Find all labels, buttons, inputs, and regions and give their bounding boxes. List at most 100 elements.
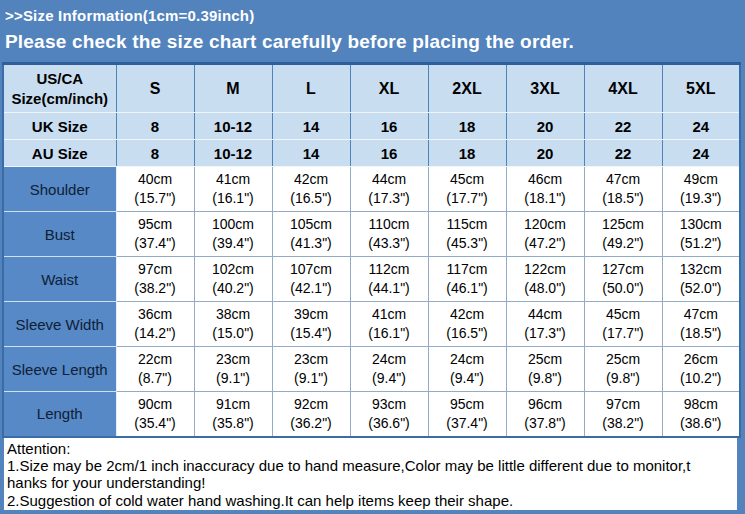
measurement-cell: 93cm(36.6") bbox=[350, 392, 428, 437]
size-col-header-l: L bbox=[272, 64, 350, 113]
measurement-row-shoulder: Shoulder 40cm(15.7") 41cm(16.1") 42cm(16… bbox=[3, 167, 740, 212]
measurement-cell: 46cm(18.1") bbox=[506, 167, 584, 212]
measurement-cell: 36cm(14.2") bbox=[116, 302, 194, 347]
measurement-cell: 95cm(37.4") bbox=[116, 212, 194, 257]
attention-line-1: 1.Size may be 2cm/1 inch inaccuracy due … bbox=[7, 457, 734, 474]
size-col-header-5xl: 5XL bbox=[662, 64, 740, 113]
measurement-cell: 91cm(35.8") bbox=[194, 392, 272, 437]
measurement-cell: 95cm(37.4") bbox=[428, 392, 506, 437]
measurement-cell: 97cm(38.2") bbox=[116, 257, 194, 302]
measurement-cell: 26cm(10.2") bbox=[662, 347, 740, 392]
measurement-cell: 23cm(9.1") bbox=[272, 347, 350, 392]
measurement-row-bust: Bust 95cm(37.4") 100cm(39.4") 105cm(41.3… bbox=[3, 212, 740, 257]
size-col-header-3xl: 3XL bbox=[506, 64, 584, 113]
measurement-cell: 97cm(38.2") bbox=[584, 392, 662, 437]
row-label-sleeve-length: Sleeve Length bbox=[3, 347, 116, 392]
measurement-cell: 45cm(17.7") bbox=[584, 302, 662, 347]
measurement-cell: 38cm(15.0") bbox=[194, 302, 272, 347]
measurement-cell: 49cm(19.3") bbox=[662, 167, 740, 212]
measurement-cell: 132cm(52.0") bbox=[662, 257, 740, 302]
row-label-bust: Bust bbox=[3, 212, 116, 257]
measurement-cell: 110cm(43.3") bbox=[350, 212, 428, 257]
measurement-cell: 40cm(15.7") bbox=[116, 167, 194, 212]
measurement-cell: 45cm(17.7") bbox=[428, 167, 506, 212]
row-label-sleeve-width: Sleeve Width bbox=[3, 302, 116, 347]
corner-header: US/CA Size(cm/inch) bbox=[3, 64, 116, 113]
au-size-value: 24 bbox=[662, 140, 740, 167]
measurement-cell: 96cm(37.8") bbox=[506, 392, 584, 437]
measurement-cell: 92cm(36.2") bbox=[272, 392, 350, 437]
attention-line-1-cont: hanks for your understanding! bbox=[7, 474, 734, 491]
measurement-cell: 22cm(8.7") bbox=[116, 347, 194, 392]
measurement-cell: 42cm(16.5") bbox=[428, 302, 506, 347]
measurement-cell: 102cm(40.2") bbox=[194, 257, 272, 302]
row-label-length: Length bbox=[3, 392, 116, 437]
uk-size-value: 14 bbox=[272, 113, 350, 140]
measurement-cell: 117cm(46.1") bbox=[428, 257, 506, 302]
attention-title: Attention: bbox=[7, 440, 734, 457]
size-col-header-4xl: 4XL bbox=[584, 64, 662, 113]
au-size-value: 8 bbox=[116, 140, 194, 167]
size-col-header-2xl: 2XL bbox=[428, 64, 506, 113]
size-col-header-m: M bbox=[194, 64, 272, 113]
measurement-cell: 90cm(35.4") bbox=[116, 392, 194, 437]
measurement-cell: 23cm(9.1") bbox=[194, 347, 272, 392]
uk-size-value: 8 bbox=[116, 113, 194, 140]
uk-size-value: 22 bbox=[584, 113, 662, 140]
measurement-cell: 112cm(44.1") bbox=[350, 257, 428, 302]
uk-size-value: 10-12 bbox=[194, 113, 272, 140]
au-size-value: 10-12 bbox=[194, 140, 272, 167]
row-label-waist: Waist bbox=[3, 257, 116, 302]
au-size-value: 14 bbox=[272, 140, 350, 167]
measurement-cell: 120cm(47.2") bbox=[506, 212, 584, 257]
measurement-cell: 44cm(17.3") bbox=[350, 167, 428, 212]
au-size-value: 16 bbox=[350, 140, 428, 167]
attention-line-2: 2.Suggestion of cold water hand washing.… bbox=[7, 492, 734, 509]
banner-subtitle: Please check the size chart carefully be… bbox=[5, 31, 745, 53]
measurement-cell: 100cm(39.4") bbox=[194, 212, 272, 257]
attention-note: Attention: 1.Size may be 2cm/1 inch inac… bbox=[2, 438, 739, 513]
measurement-cell: 107cm(42.1") bbox=[272, 257, 350, 302]
measurement-cell: 41cm(16.1") bbox=[194, 167, 272, 212]
uk-size-value: 24 bbox=[662, 113, 740, 140]
au-size-value: 18 bbox=[428, 140, 506, 167]
measurement-cell: 41cm(16.1") bbox=[350, 302, 428, 347]
measurement-row-length: Length 90cm(35.4") 91cm(35.8") 92cm(36.2… bbox=[3, 392, 740, 437]
size-col-header-xl: XL bbox=[350, 64, 428, 113]
measurement-cell: 44cm(17.3") bbox=[506, 302, 584, 347]
banner: >>Size Information(1cm=0.39inch) Please … bbox=[0, 0, 745, 62]
size-col-header-s: S bbox=[116, 64, 194, 113]
size-chart-page: >>Size Information(1cm=0.39inch) Please … bbox=[0, 0, 745, 514]
measurement-row-sleeve-length: Sleeve Length 22cm(8.7") 23cm(9.1") 23cm… bbox=[3, 347, 740, 392]
size-table: US/CA Size(cm/inch) S M L XL 2XL 3XL 4XL… bbox=[2, 62, 741, 438]
banner-title: >>Size Information(1cm=0.39inch) bbox=[5, 7, 745, 24]
measurement-cell: 24cm(9.4") bbox=[350, 347, 428, 392]
measurement-cell: 24cm(9.4") bbox=[428, 347, 506, 392]
row-label-shoulder: Shoulder bbox=[3, 167, 116, 212]
uk-size-label: UK Size bbox=[3, 113, 116, 140]
measurement-cell: 47cm(18.5") bbox=[584, 167, 662, 212]
au-size-row: AU Size 8 10-12 14 16 18 20 22 24 bbox=[3, 140, 740, 167]
uk-size-row: UK Size 8 10-12 14 16 18 20 22 24 bbox=[3, 113, 740, 140]
measurement-cell: 130cm(51.2") bbox=[662, 212, 740, 257]
uk-size-value: 18 bbox=[428, 113, 506, 140]
uk-size-value: 16 bbox=[350, 113, 428, 140]
uk-size-value: 20 bbox=[506, 113, 584, 140]
measurement-row-sleeve-width: Sleeve Width 36cm(14.2") 38cm(15.0") 39c… bbox=[3, 302, 740, 347]
measurement-cell: 125cm(49.2") bbox=[584, 212, 662, 257]
measurement-cell: 25cm(9.8") bbox=[506, 347, 584, 392]
size-header-row: US/CA Size(cm/inch) S M L XL 2XL 3XL 4XL… bbox=[3, 64, 740, 113]
measurement-cell: 39cm(15.4") bbox=[272, 302, 350, 347]
au-size-value: 22 bbox=[584, 140, 662, 167]
measurement-row-waist: Waist 97cm(38.2") 102cm(40.2") 107cm(42.… bbox=[3, 257, 740, 302]
measurement-cell: 122cm(48.0") bbox=[506, 257, 584, 302]
measurement-cell: 105cm(41.3") bbox=[272, 212, 350, 257]
measurement-cell: 115cm(45.3") bbox=[428, 212, 506, 257]
au-size-value: 20 bbox=[506, 140, 584, 167]
measurement-cell: 25cm(9.8") bbox=[584, 347, 662, 392]
measurement-cell: 47cm(18.5") bbox=[662, 302, 740, 347]
measurement-cell: 98cm(38.6") bbox=[662, 392, 740, 437]
measurement-cell: 127cm(50.0") bbox=[584, 257, 662, 302]
au-size-label: AU Size bbox=[3, 140, 116, 167]
measurement-cell: 42cm(16.5") bbox=[272, 167, 350, 212]
